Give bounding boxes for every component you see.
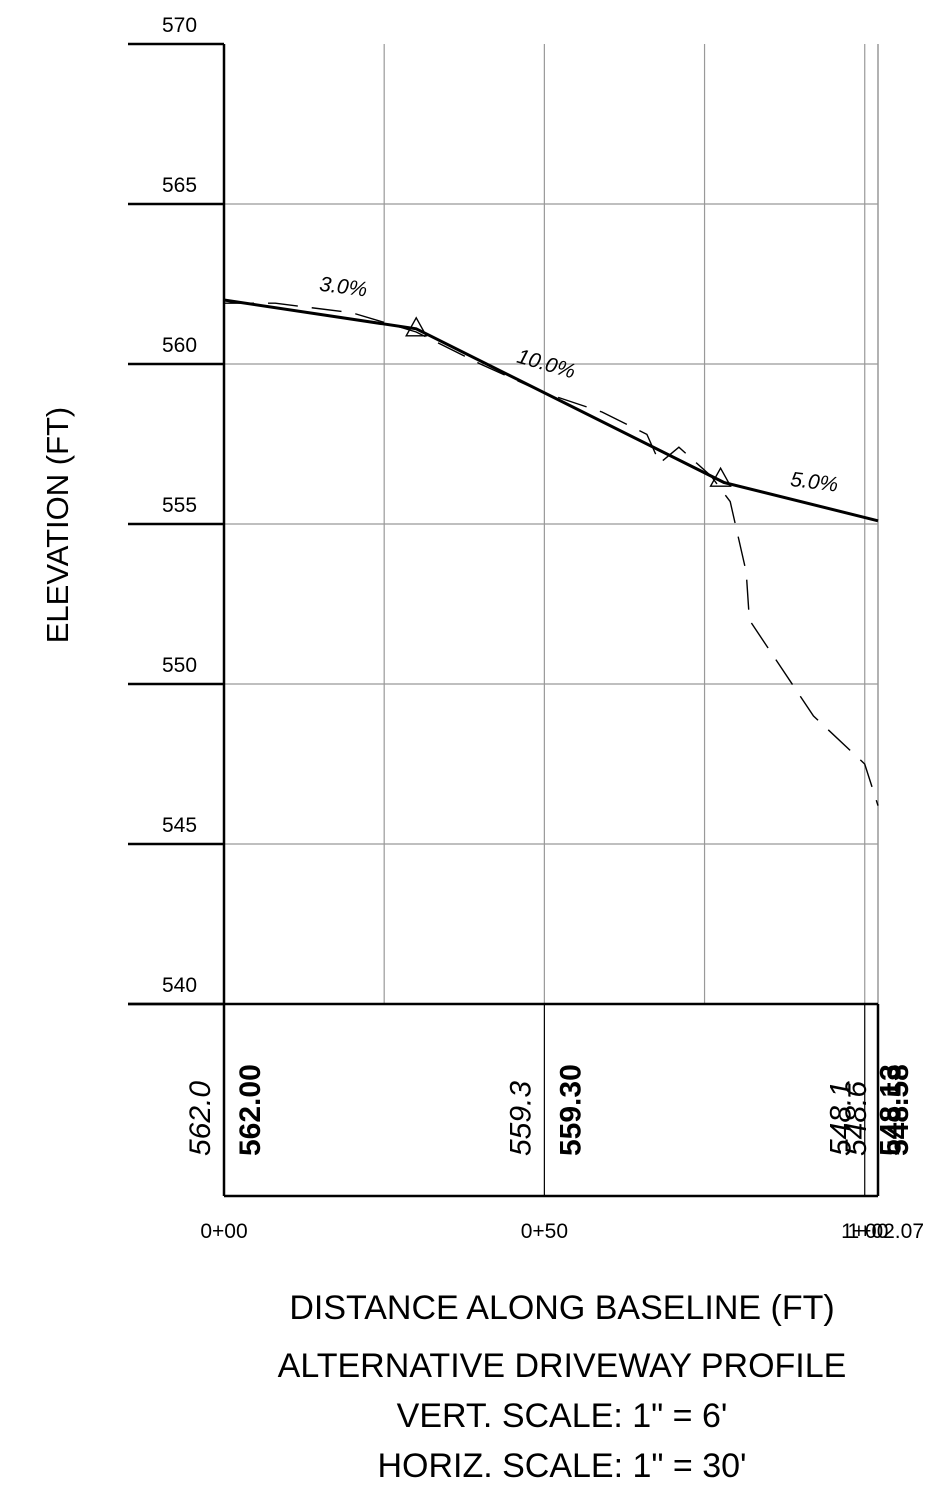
pvi-marker <box>709 466 732 487</box>
y-tick-label: 560 <box>162 334 197 357</box>
horizontal-scale-note: HORIZ. SCALE: 1" = 30' <box>377 1447 747 1485</box>
existing-elevation: 548.1 <box>825 1081 858 1156</box>
proposed-profile-line <box>223 298 879 523</box>
proposed-elevation: 559.30 <box>554 1064 587 1156</box>
y-tick-label: 565 <box>162 174 197 197</box>
existing-elevation: 548.6 <box>840 1081 873 1156</box>
y-axis-label: ELEVATION (FT) <box>40 407 75 644</box>
x-ticks: 0+00 0+50 1+001+02.07 <box>200 1220 924 1243</box>
existing-elevation: 562.0 <box>184 1081 217 1156</box>
y-ticks: 540 545 550 555 560 565 570 <box>128 14 224 1006</box>
existing-elevation: 559.3 <box>504 1081 537 1156</box>
x-tick-label: 1+02.07 <box>848 1220 925 1243</box>
vertical-scale-note: VERT. SCALE: 1" = 6' <box>396 1397 728 1435</box>
existing-ground-line <box>224 302 879 806</box>
x-axis-label: DISTANCE ALONG BASELINE (FT) <box>289 1289 835 1327</box>
grade-labels: 3.0% 10.0% 5.0% <box>318 273 839 497</box>
x-tick-label: 1+00 <box>841 1220 888 1243</box>
pvi-markers <box>405 316 732 487</box>
y-tick-label: 540 <box>162 974 197 997</box>
y-tick-label: 570 <box>162 14 197 37</box>
grade-label: 10.0% <box>514 345 578 384</box>
proposed-elevation: 548.13 <box>875 1064 908 1156</box>
proposed-elevation: 548.58 <box>882 1064 915 1156</box>
chart-title: ALTERNATIVE DRIVEWAY PROFILE <box>277 1347 847 1385</box>
grade-label: 3.0% <box>318 273 368 302</box>
pvi-marker <box>405 316 428 337</box>
x-tick-label: 0+00 <box>200 1220 247 1243</box>
proposed-elevation: 562.00 <box>234 1064 267 1156</box>
grade-label: 5.0% <box>789 468 839 497</box>
x-tick-label: 0+50 <box>521 1220 568 1243</box>
y-tick-label: 550 <box>162 654 197 677</box>
series-group <box>223 298 879 806</box>
y-tick-label: 555 <box>162 494 197 517</box>
grid <box>222 44 879 1004</box>
y-tick-label: 545 <box>162 814 197 837</box>
